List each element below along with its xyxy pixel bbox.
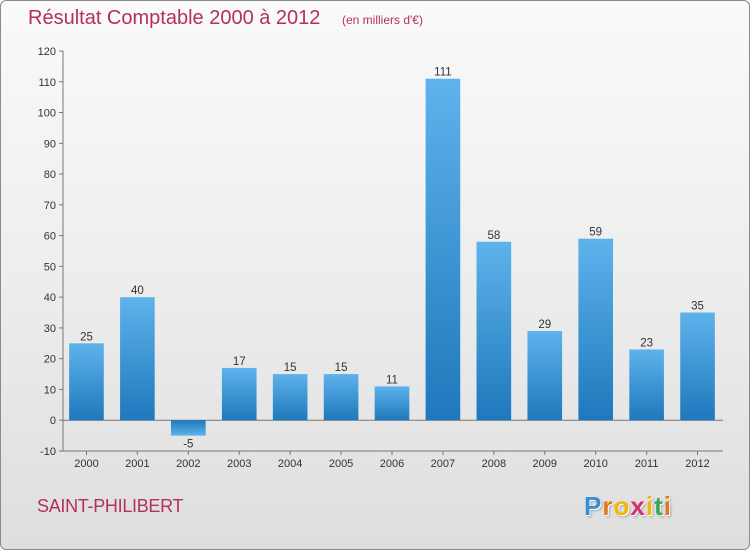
x-tick-label: 2009 <box>533 458 557 470</box>
data-label-2001: 40 <box>131 285 144 297</box>
y-tick-label: 0 <box>50 415 56 427</box>
bar-2008[interactable] <box>476 241 512 421</box>
y-tick-label: 10 <box>44 384 56 396</box>
logo-letter: r <box>602 491 614 521</box>
bar-2009[interactable] <box>527 331 563 421</box>
y-tick-label: 110 <box>38 77 56 89</box>
bar-2002[interactable] <box>170 420 206 436</box>
data-label-2002: -5 <box>183 439 193 451</box>
y-tick-label: 60 <box>44 231 56 243</box>
chart-title: Résultat Comptable 2000 à 2012 <box>28 7 321 29</box>
chart-subtitle: (en milliers d'€) <box>342 13 423 27</box>
bar-2005[interactable] <box>323 374 359 421</box>
bars <box>69 78 715 436</box>
y-tick-label: 90 <box>44 138 56 150</box>
x-tick-label: 2001 <box>125 458 149 470</box>
x-tick-label: 2003 <box>227 458 251 470</box>
data-label-2004: 15 <box>284 362 297 374</box>
data-label-2009: 29 <box>538 319 551 331</box>
bar-2006[interactable] <box>374 386 410 421</box>
bar-2004[interactable] <box>272 374 308 421</box>
y-tick-label: 70 <box>44 200 56 212</box>
x-tick-label: 2010 <box>583 458 607 470</box>
logo-letter: x <box>630 491 646 521</box>
bar-2001[interactable] <box>120 297 155 421</box>
data-label-2012: 35 <box>691 301 704 313</box>
bar-2000[interactable] <box>69 343 104 421</box>
location-name: SAINT-PHILIBERT <box>37 496 184 516</box>
y-tick-label: 120 <box>38 46 56 58</box>
data-label-2008: 58 <box>487 230 500 242</box>
data-label-2007: 111 <box>434 67 451 79</box>
data-label-2011: 23 <box>640 337 653 349</box>
x-tick-label: 2011 <box>635 458 659 470</box>
proxiti-logo[interactable]: Proxiti <box>584 491 672 522</box>
bar-2011[interactable] <box>629 349 664 421</box>
y-tick-label: 20 <box>44 354 56 366</box>
x-tick-label: 2002 <box>176 458 200 470</box>
logo-letter: o <box>613 491 631 521</box>
bar-2012[interactable] <box>680 312 715 421</box>
x-tick-label: 2012 <box>685 458 709 470</box>
data-label-2006: 11 <box>386 374 398 386</box>
y-tick-label: 100 <box>38 108 56 120</box>
logo-letter: i <box>645 491 655 521</box>
data-label-2000: 25 <box>80 331 93 343</box>
bar-2007[interactable] <box>425 78 461 421</box>
y-tick-label: 30 <box>44 323 56 335</box>
bar-2010[interactable] <box>578 238 614 421</box>
x-tick-label: 2008 <box>482 458 506 470</box>
y-tick-label: 80 <box>44 169 56 181</box>
data-label-2003: 17 <box>233 356 246 368</box>
x-tick-label: 2005 <box>329 458 353 470</box>
logo-letter: i <box>663 491 672 521</box>
y-tick-label: -10 <box>40 446 56 458</box>
logo-letter: t <box>654 491 664 521</box>
x-tick-label: 2006 <box>380 458 404 470</box>
y-tick-label: 50 <box>44 261 56 273</box>
x-tick-label: 2007 <box>431 458 455 470</box>
y-tick-label: 40 <box>44 292 56 304</box>
x-tick-label: 2000 <box>74 458 98 470</box>
x-tick-label: 2004 <box>278 458 302 470</box>
logo-letter: P <box>584 491 603 521</box>
data-label-2010: 59 <box>589 227 602 239</box>
data-label-2005: 15 <box>335 362 348 374</box>
bar-2003[interactable] <box>221 367 257 421</box>
